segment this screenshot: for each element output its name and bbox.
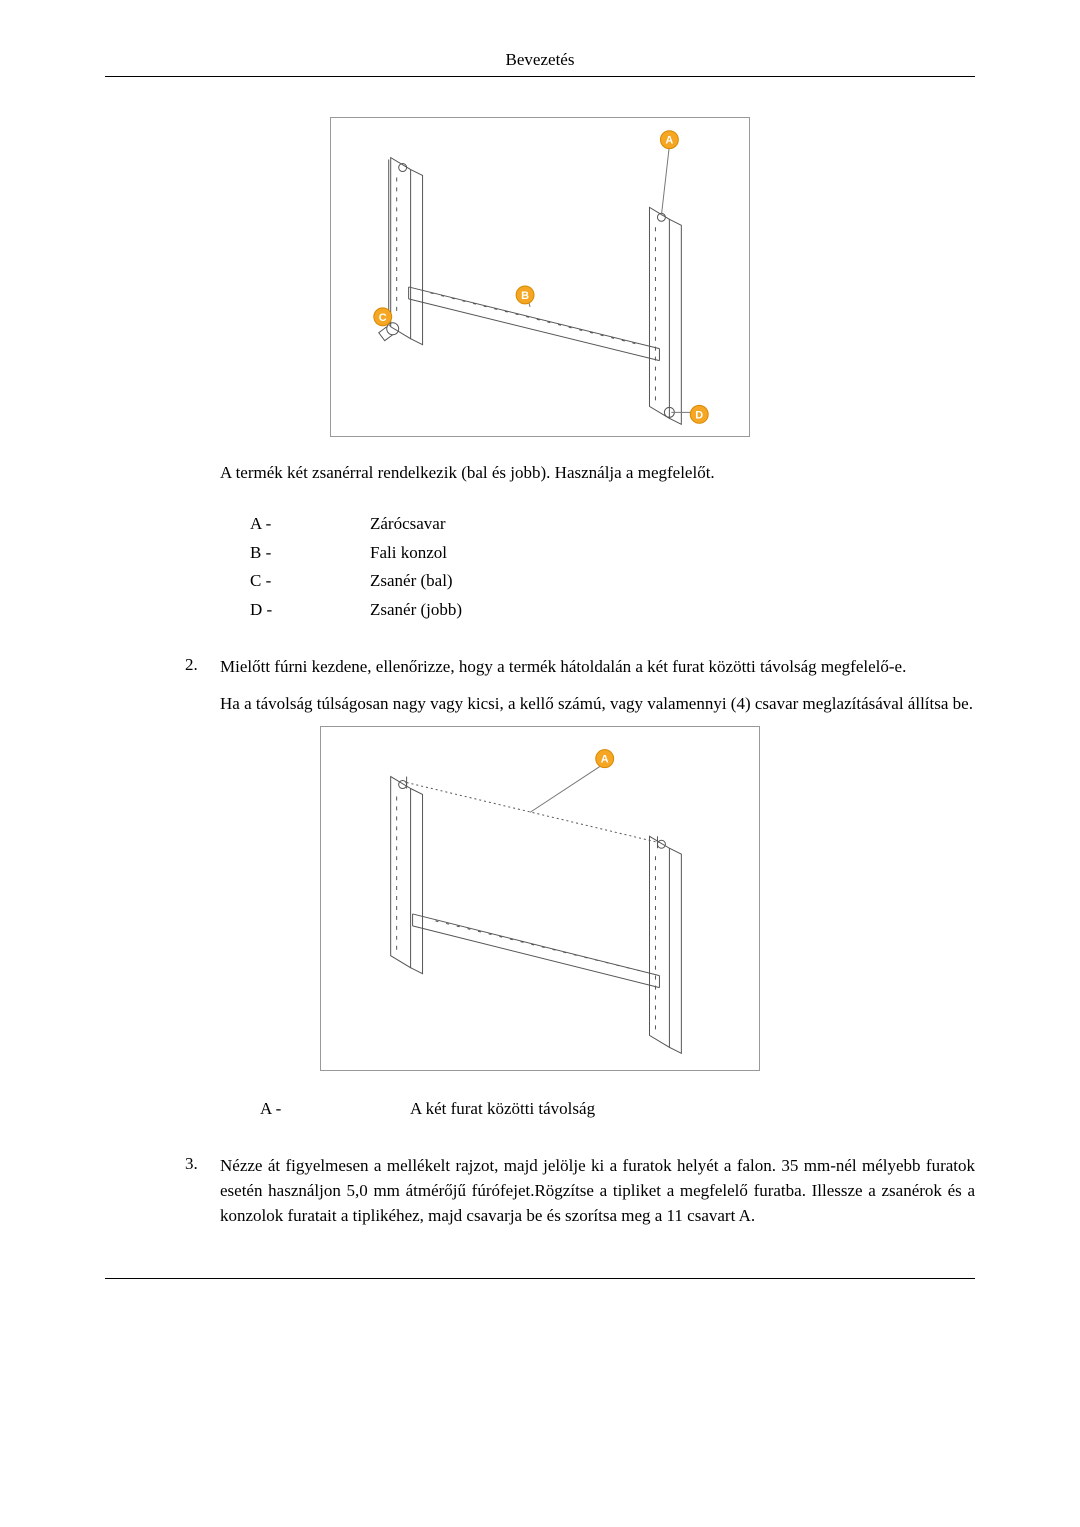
page-header: Bevezetés: [105, 50, 975, 77]
step-number: 2.: [185, 655, 220, 680]
legend-value: Fali konzol: [370, 539, 447, 568]
step-text: Mielőtt fúrni kezdene, ellenőrizze, hogy…: [220, 655, 906, 680]
legend-row: C - Zsanér (bal): [250, 567, 975, 596]
step-text: Nézze át figyelmesen a mellékelt rajzot,…: [220, 1154, 975, 1228]
legend-1: A - Zárócsavar B - Fali konzol C - Zsané…: [250, 510, 975, 626]
legend-value: Zsanér (bal): [370, 567, 453, 596]
legend-key: D -: [250, 596, 370, 625]
svg-text:A: A: [665, 135, 673, 147]
legend-key: C -: [250, 567, 370, 596]
legend-key: A -: [250, 510, 370, 539]
legend-key: B -: [250, 539, 370, 568]
footer-rule: [105, 1278, 975, 1279]
legend-2: A - A két furat közötti távolság: [260, 1095, 975, 1124]
svg-text:B: B: [521, 290, 529, 302]
svg-text:D: D: [695, 409, 703, 421]
step-3: 3. Nézze át figyelmesen a mellékelt rajz…: [105, 1154, 975, 1228]
header-title: Bevezetés: [506, 50, 575, 69]
legend-row: B - Fali konzol: [250, 539, 975, 568]
figure-1-svg: A B C D: [331, 117, 749, 437]
figure-2: A: [320, 726, 760, 1071]
legend-key: A -: [260, 1095, 410, 1124]
figure-2-svg: A: [321, 726, 759, 1071]
legend-value: A két furat közötti távolság: [410, 1095, 595, 1124]
svg-text:A: A: [601, 754, 609, 766]
step-2-sub: Ha a távolság túlságosan nagy vagy kicsi…: [220, 692, 975, 717]
step-number: 3.: [185, 1154, 220, 1228]
svg-text:C: C: [379, 312, 387, 324]
intro-paragraph: A termék két zsanérral rendelkezik (bal …: [220, 461, 975, 486]
legend-row: A - A két furat közötti távolság: [260, 1095, 975, 1124]
step-2: 2. Mielőtt fúrni kezdene, ellenőrizze, h…: [105, 655, 975, 680]
legend-row: D - Zsanér (jobb): [250, 596, 975, 625]
figure-1: A B C D: [330, 117, 750, 437]
legend-row: A - Zárócsavar: [250, 510, 975, 539]
legend-value: Zárócsavar: [370, 510, 446, 539]
legend-value: Zsanér (jobb): [370, 596, 462, 625]
